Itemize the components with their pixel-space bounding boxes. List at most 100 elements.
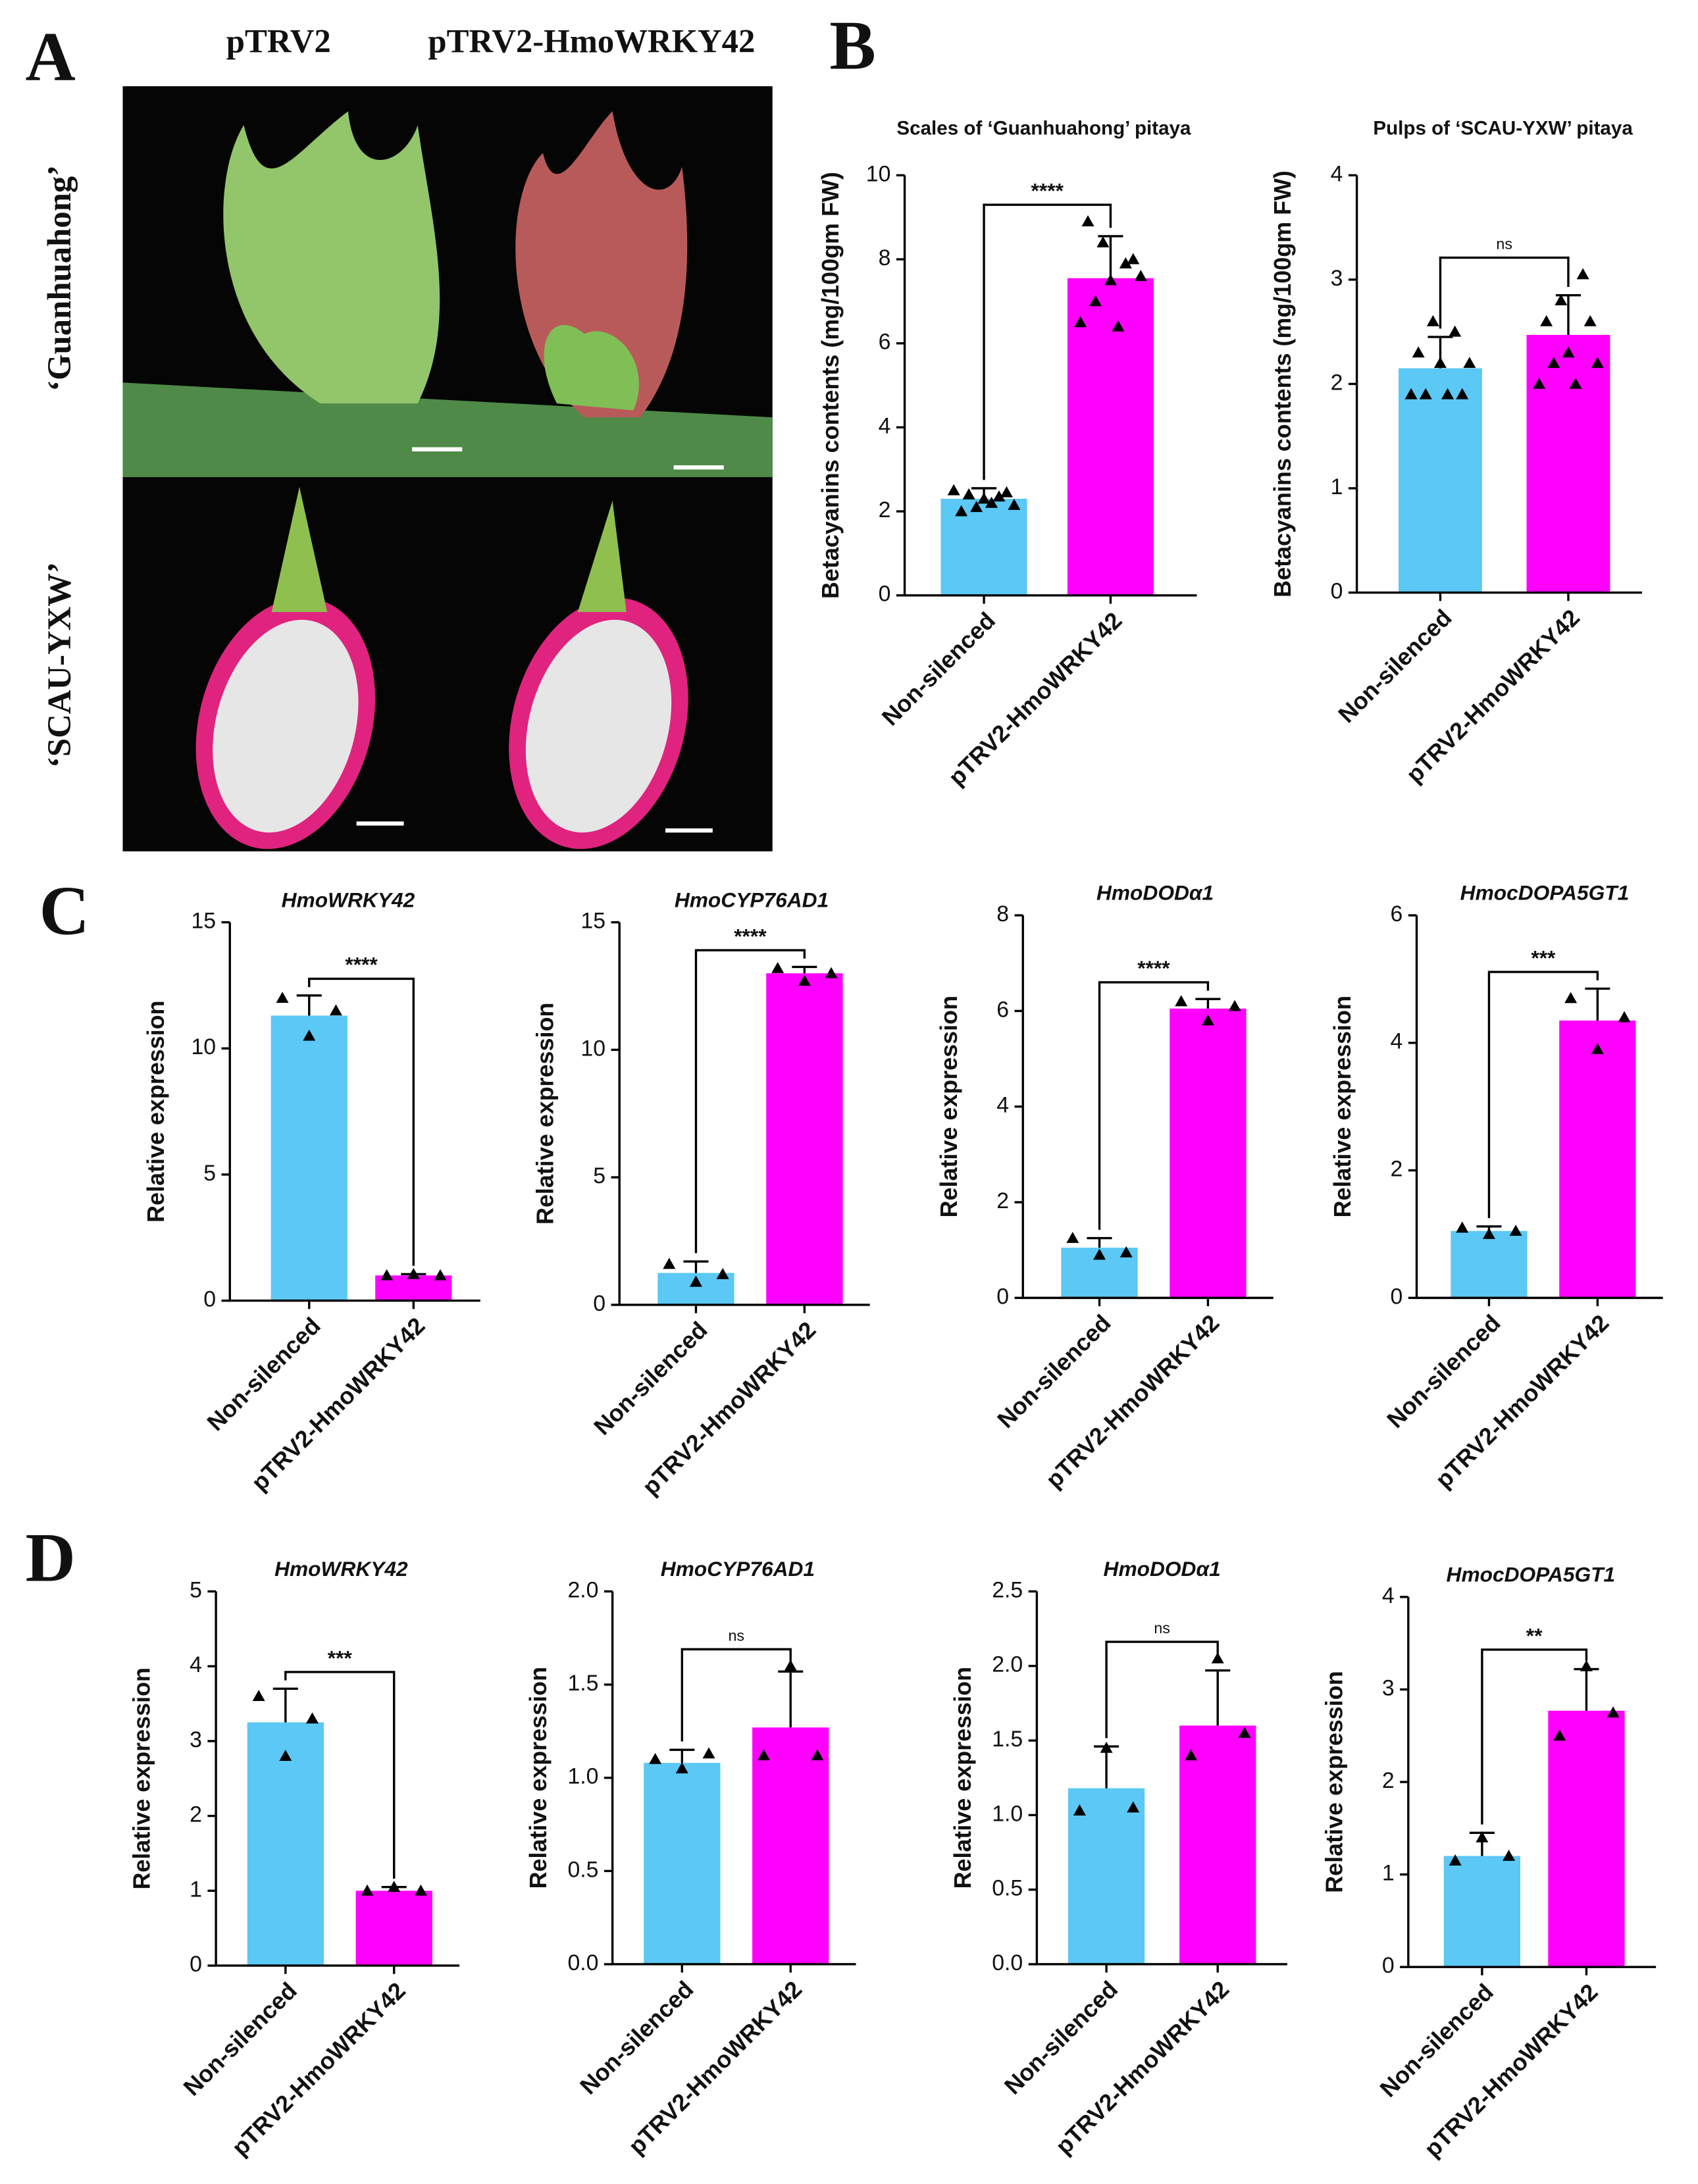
bar	[1399, 368, 1482, 593]
y-axis-label: Relative expression	[935, 996, 962, 1217]
y-tick-label: 3	[1331, 266, 1343, 291]
y-tick-label: 15	[580, 909, 605, 934]
data-point	[303, 1029, 316, 1041]
y-tick-label: 5	[593, 1163, 605, 1188]
bar	[1559, 1020, 1636, 1298]
fruit-base	[544, 324, 639, 411]
y-tick-label: 10	[191, 1034, 216, 1059]
data-point	[1127, 253, 1140, 265]
y-tick-label: 4	[879, 413, 891, 438]
data-point	[1093, 1248, 1106, 1260]
data-point	[1404, 388, 1418, 399]
data-point	[1449, 1854, 1462, 1866]
data-point	[955, 505, 968, 517]
photo-row-label: ‘SCAU-YXW’	[41, 562, 78, 768]
y-tick-label: 8	[996, 902, 1009, 927]
data-point	[1175, 995, 1188, 1007]
significance-bracket	[1105, 1640, 1219, 1739]
data-point	[1134, 270, 1147, 281]
bar	[1068, 1788, 1145, 1964]
significance-label: ****	[1031, 179, 1064, 203]
data-point	[1000, 486, 1013, 497]
stem	[122, 382, 773, 478]
y-tick-label: 4	[1331, 161, 1343, 186]
y-tick-label: 0	[593, 1291, 605, 1316]
y-tick-label: 0	[1391, 1284, 1403, 1309]
chart-title: HmoCYP76AD1	[661, 1557, 815, 1581]
data-point	[1185, 1749, 1198, 1761]
data-point	[675, 1762, 688, 1773]
data-point	[1555, 294, 1568, 306]
y-tick-label: 2.5	[992, 1577, 1023, 1602]
y-tick-label: 2.0	[567, 1577, 598, 1602]
data-point	[1456, 1221, 1469, 1233]
y-tick-label: 2	[1382, 1768, 1395, 1793]
axes	[903, 175, 1197, 597]
y-tick-label: 8	[879, 245, 891, 270]
data-point	[1441, 388, 1454, 399]
data-point	[434, 1269, 447, 1281]
y-axis-label: Relative expression	[949, 1667, 976, 1889]
y-tick-label: 5	[203, 1161, 216, 1186]
data-point	[1533, 377, 1546, 389]
data-point	[689, 1275, 702, 1287]
axes	[1415, 915, 1663, 1300]
significance-bracket	[694, 949, 806, 1254]
data-point	[702, 1747, 715, 1759]
data-point	[1449, 325, 1462, 337]
significance-label: ****	[345, 953, 378, 977]
data-point	[329, 1004, 342, 1016]
bar	[1170, 1008, 1247, 1298]
y-tick-label: 6	[1391, 902, 1403, 927]
data-point	[1412, 346, 1425, 358]
y-axis-label: Betacyanins contents (mg/100gm FW)	[817, 172, 844, 599]
data-point	[825, 967, 838, 978]
y-tick-label: 1	[190, 1877, 202, 1902]
y-tick-label: 0	[1382, 1953, 1395, 1978]
y-axis-label: Relative expression	[532, 1003, 559, 1225]
data-point	[1119, 257, 1132, 268]
data-point	[1238, 1727, 1251, 1739]
data-point	[1463, 357, 1476, 368]
significance-label: ns	[1154, 1619, 1170, 1637]
bar	[752, 1727, 829, 1964]
significance-bracket	[1439, 256, 1570, 329]
y-tick-label: 0.0	[567, 1950, 598, 1975]
significance-label: ns	[1496, 236, 1512, 253]
data-point	[1583, 315, 1597, 326]
significance-label: ****	[734, 924, 767, 948]
data-point	[361, 1884, 374, 1896]
chart-title: Scales of ‘Guanhuahong’ pitaya	[896, 117, 1191, 139]
axes	[228, 922, 480, 1302]
y-tick-label: 4	[996, 1093, 1009, 1118]
data-point	[992, 490, 1006, 502]
y-tick-label: 0	[879, 582, 891, 607]
axes	[1021, 915, 1274, 1300]
y-tick-label: 1	[1331, 474, 1343, 499]
bar	[1451, 1231, 1528, 1298]
photo-row-label: ‘Guanhuahong’	[41, 165, 78, 392]
y-tick-label: 5	[190, 1577, 202, 1602]
y-tick-label: 2	[996, 1188, 1009, 1213]
significance-bracket	[983, 203, 1112, 480]
panel-label: B	[829, 7, 876, 84]
data-point	[771, 961, 785, 973]
data-point	[977, 492, 990, 504]
data-point	[962, 488, 975, 499]
data-point	[1591, 357, 1604, 368]
axes	[1355, 175, 1642, 594]
y-axis-label: Relative expression	[128, 1667, 155, 1889]
y-tick-label: 0	[190, 1952, 202, 1977]
data-point	[1569, 377, 1582, 389]
axes	[1407, 1596, 1657, 1968]
data-point	[1008, 499, 1021, 510]
y-axis-label: Relative expression	[1320, 1671, 1347, 1892]
data-point	[970, 501, 983, 513]
data-point	[306, 1712, 319, 1724]
significance-label: ns	[728, 1627, 744, 1644]
y-tick-label: 2	[1391, 1157, 1403, 1182]
bar	[1443, 1856, 1521, 1968]
significance-bracket	[1487, 971, 1599, 1219]
bar	[1526, 334, 1610, 593]
y-tick-label: 4	[190, 1652, 202, 1677]
